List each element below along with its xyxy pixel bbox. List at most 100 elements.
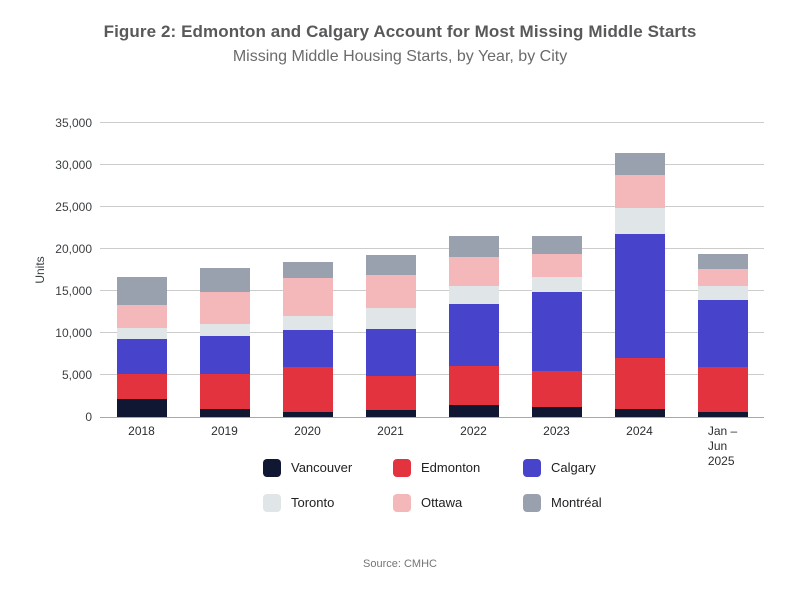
bar-segment-montr-al[interactable] — [448, 236, 499, 257]
bar-segment-toronto[interactable] — [365, 307, 416, 329]
x-tick-label: Jan – Jun 2025 — [707, 424, 738, 468]
legend-label: Toronto — [291, 495, 335, 510]
y-tick-label: 30,000 — [55, 158, 92, 172]
bar-segment-toronto[interactable] — [697, 286, 748, 301]
bar-2019 — [199, 268, 250, 417]
bar-segment-calgary[interactable] — [282, 329, 333, 368]
y-tick-label: 10,000 — [55, 326, 92, 340]
bar-segment-edmonton[interactable] — [614, 358, 665, 410]
bar-segment-ottawa[interactable] — [365, 275, 416, 308]
bar-segment-edmonton[interactable] — [531, 370, 582, 407]
bar-segment-calgary[interactable] — [697, 300, 748, 367]
y-tick-label: 35,000 — [55, 116, 92, 130]
gridline — [100, 248, 764, 249]
bar-segment-toronto[interactable] — [614, 207, 665, 234]
legend-item-toronto[interactable]: Toronto — [263, 494, 393, 512]
x-axis-tick-labels: 2018 2019 2020 2021 2022 2023 2024 Jan – Jun 2025 — [100, 424, 764, 476]
y-tick-label: 15,000 — [55, 284, 92, 298]
bar-segment-vancouver[interactable] — [531, 406, 582, 417]
bar-segment-toronto[interactable] — [531, 276, 582, 292]
bar-segment-ottawa[interactable] — [614, 175, 665, 208]
gridline — [100, 164, 764, 165]
legend-label: Calgary — [551, 460, 596, 475]
bar-segment-ottawa[interactable] — [697, 269, 748, 287]
legend-swatch-icon — [263, 459, 281, 477]
source-note: Source: CMHC — [363, 558, 437, 570]
legend-swatch-icon — [393, 494, 411, 512]
bar-segment-calgary[interactable] — [614, 233, 665, 359]
bar-segment-calgary[interactable] — [365, 328, 416, 376]
bar-segment-edmonton[interactable] — [116, 374, 167, 400]
bar-jan-jun-2025 — [697, 254, 748, 417]
y-tick-label: 25,000 — [55, 200, 92, 214]
y-tick-label: 5,000 — [61, 368, 92, 382]
y-axis-tick-labels: 0 5,000 10,000 15,000 20,000 25,000 30,000 35,0… — [0, 116, 92, 424]
legend-item-calgary[interactable]: Calgary — [523, 459, 653, 477]
bar-segment-montr-al[interactable] — [365, 254, 416, 276]
legend-item-ottawa[interactable]: Ottawa — [393, 494, 523, 512]
bar-segment-edmonton[interactable] — [199, 374, 250, 410]
legend: Vancouver Edmonton Calgary Toronto Ottawa Mon… — [263, 459, 653, 512]
bar-segment-vancouver[interactable] — [116, 399, 167, 417]
legend-label: Vancouver — [291, 460, 353, 475]
bar-segment-calgary[interactable] — [531, 291, 582, 371]
bar-2020 — [282, 261, 333, 417]
bar-segment-vancouver[interactable] — [614, 409, 665, 417]
bar-segment-ottawa[interactable] — [199, 291, 250, 324]
bar-segment-vancouver[interactable] — [697, 411, 748, 417]
legend-label: Edmonton — [421, 460, 481, 475]
gridline — [100, 332, 764, 333]
bar-segment-ottawa[interactable] — [448, 256, 499, 286]
legend-item-montr-al[interactable]: Montréal — [523, 494, 653, 512]
bar-segment-montr-al[interactable] — [531, 235, 582, 255]
legend-item-vancouver[interactable]: Vancouver — [263, 459, 393, 477]
bar-segment-calgary[interactable] — [199, 335, 250, 375]
x-tick-label: 2022 — [460, 424, 487, 438]
legend-swatch-icon — [393, 459, 411, 477]
x-tick-label: 2018 — [128, 424, 155, 438]
bar-segment-calgary[interactable] — [448, 303, 499, 366]
x-tick-label: 2020 — [294, 424, 321, 438]
bar-segment-ottawa[interactable] — [116, 305, 167, 329]
bar-segment-edmonton[interactable] — [697, 366, 748, 412]
bar-2023 — [531, 235, 582, 417]
bar-segment-toronto[interactable] — [448, 286, 499, 304]
x-tick-label: 2023 — [543, 424, 570, 438]
chart-title: Figure 2: Edmonton and Calgary Account f… — [103, 22, 697, 41]
bar-segment-vancouver[interactable] — [365, 410, 416, 417]
bar-segment-ottawa[interactable] — [282, 278, 333, 317]
bar-segment-vancouver[interactable] — [282, 411, 333, 417]
gridline — [100, 290, 764, 291]
bar-2024 — [614, 153, 665, 417]
gridline — [100, 374, 764, 375]
chart-subtitle: Missing Middle Housing Starts, by Year, … — [232, 48, 568, 65]
bar-2022 — [448, 236, 499, 417]
bar-segment-montr-al[interactable] — [697, 254, 748, 270]
legend-label: Ottawa — [421, 495, 463, 510]
x-tick-label: 2021 — [377, 424, 404, 438]
bar-segment-toronto[interactable] — [199, 323, 250, 336]
y-tick-label: 0 — [85, 410, 92, 424]
bar-2021 — [365, 254, 416, 417]
bar-segment-montr-al[interactable] — [614, 153, 665, 176]
x-tick-label: 2024 — [626, 424, 653, 438]
bar-segment-vancouver[interactable] — [199, 409, 250, 417]
x-tick-label: 2019 — [211, 424, 238, 438]
bar-segment-calgary[interactable] — [116, 338, 167, 375]
chart-header: Figure 2: Edmonton and Calgary Account f… — [0, 22, 800, 66]
y-tick-label: 20,000 — [55, 242, 92, 256]
bar-segment-toronto[interactable] — [116, 328, 167, 339]
legend-item-edmonton[interactable]: Edmonton — [393, 459, 523, 477]
bar-segment-montr-al[interactable] — [199, 268, 250, 292]
bar-segment-edmonton[interactable] — [282, 367, 333, 412]
legend-swatch-icon — [523, 494, 541, 512]
bar-segment-toronto[interactable] — [282, 316, 333, 330]
bar-segment-edmonton[interactable] — [448, 365, 499, 406]
bar-segment-vancouver[interactable] — [448, 405, 499, 417]
bar-segment-montr-al[interactable] — [282, 261, 333, 279]
bar-segment-ottawa[interactable] — [531, 254, 582, 277]
gridline — [100, 206, 764, 207]
bar-segment-edmonton[interactable] — [365, 375, 416, 411]
bar-2018 — [116, 276, 167, 417]
bar-segment-montr-al[interactable] — [116, 276, 167, 306]
